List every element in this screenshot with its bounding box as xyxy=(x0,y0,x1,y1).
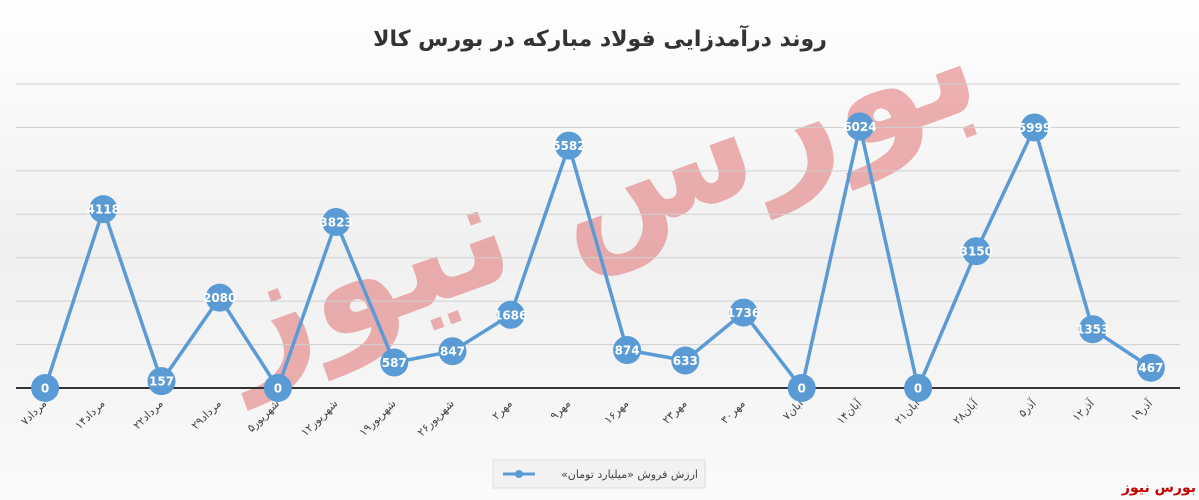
data-label: 0 xyxy=(914,382,922,396)
marker xyxy=(263,374,292,402)
data-label: 2080 xyxy=(203,291,236,305)
data-label: 0 xyxy=(274,382,282,396)
chart-title: روند درآمدزایی فولاد مبارکه در بورس کالا xyxy=(373,24,827,52)
data-label: 6024 xyxy=(843,120,876,134)
marker xyxy=(380,348,409,377)
data-label: 157 xyxy=(149,375,174,389)
marker xyxy=(962,237,991,266)
marker xyxy=(322,207,351,236)
legend-box xyxy=(492,459,706,489)
marker xyxy=(438,337,467,366)
data-label: 3823 xyxy=(319,215,352,229)
data-label: 4118 xyxy=(87,203,120,217)
brand: بورس نیوز xyxy=(1121,480,1196,496)
data-label: 587 xyxy=(382,356,407,370)
marker xyxy=(31,374,60,402)
marker xyxy=(1136,353,1165,382)
data-label: 3150 xyxy=(960,245,993,259)
marker xyxy=(147,367,176,396)
legend-swatch xyxy=(515,470,523,478)
data-label: 0 xyxy=(41,382,49,396)
data-label: 0 xyxy=(798,382,806,396)
data-label: 5582 xyxy=(552,139,585,153)
data-label: 1353 xyxy=(1076,323,1109,337)
data-label: 874 xyxy=(615,344,640,358)
marker xyxy=(904,374,933,402)
marker xyxy=(1020,113,1049,142)
marker xyxy=(671,346,700,375)
marker xyxy=(729,298,758,327)
marker xyxy=(205,283,234,312)
data-label: 1686 xyxy=(494,308,527,322)
marker xyxy=(613,336,642,365)
marker xyxy=(554,131,583,160)
marker xyxy=(89,195,118,224)
data-label: 847 xyxy=(440,345,465,359)
legend-label: ارزش فروش «میلیارد تومان» xyxy=(561,468,698,481)
line xyxy=(43,122,1152,394)
marker xyxy=(845,112,874,141)
data-label: 467 xyxy=(1138,361,1163,375)
marker xyxy=(496,300,525,329)
data-label: 1736 xyxy=(727,306,760,320)
marker xyxy=(787,374,816,402)
marker xyxy=(1078,315,1107,344)
data-label: 633 xyxy=(673,354,698,368)
data-label: 5999 xyxy=(1018,121,1051,135)
